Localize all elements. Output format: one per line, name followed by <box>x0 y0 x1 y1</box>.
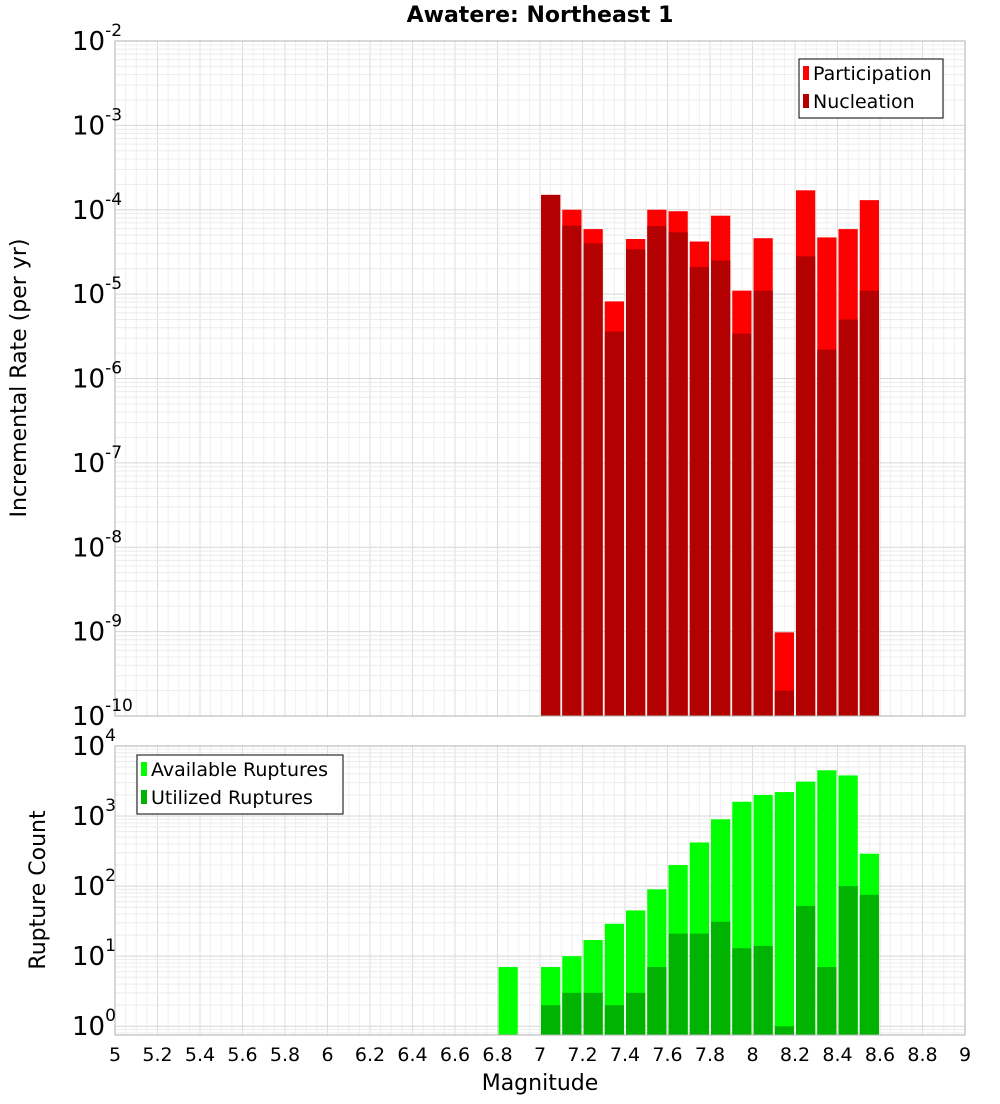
bar-utilized-ruptures <box>796 906 816 1035</box>
panel-1: 100 101 102 103 104 5 5.2 5.4 5.6 5.8 6 6.2 6.4 6.6 6.… <box>72 726 971 1066</box>
bar-nucleation <box>647 226 667 716</box>
x-tick-label: 6.8 <box>482 1044 512 1066</box>
bar-utilized-ruptures <box>541 1005 561 1035</box>
y-tick-label: 10-6 <box>72 359 122 395</box>
y-tick-label: 10-7 <box>72 443 122 479</box>
y-tick-label: 10-9 <box>72 612 122 648</box>
bar-utilized-ruptures <box>817 967 837 1035</box>
legend-label: Participation <box>813 63 932 85</box>
plot-frame <box>114 40 966 717</box>
bar-utilized-ruptures <box>689 933 709 1035</box>
bar-available-ruptures <box>774 792 794 1035</box>
x-tick-label: 5.2 <box>142 1044 172 1066</box>
x-tick-label: 8.8 <box>907 1044 937 1066</box>
legend-label: Utilized Ruptures <box>151 787 313 809</box>
bar-nucleation <box>732 333 752 716</box>
legend-swatch <box>141 790 147 804</box>
x-tick-label: 8.2 <box>780 1044 810 1066</box>
x-tick-label: 9 <box>959 1044 971 1066</box>
bar-utilized-ruptures <box>647 967 667 1035</box>
bar-available-ruptures <box>498 967 518 1035</box>
x-tick-label: 8 <box>746 1044 758 1066</box>
bar-nucleation <box>774 690 794 716</box>
y-tick-label: 10-2 <box>72 21 122 57</box>
legend-swatch <box>803 66 809 80</box>
bar-nucleation <box>668 232 688 716</box>
legend-swatch <box>141 762 147 776</box>
x-axis-label: Magnitude <box>482 1071 599 1096</box>
x-tick-label: 5.6 <box>227 1044 257 1066</box>
x-tick-label: 5 <box>109 1044 121 1066</box>
legend-swatch <box>803 94 809 108</box>
x-tick-label: 7.8 <box>695 1044 725 1066</box>
y-tick-label: 10-4 <box>72 190 122 226</box>
legend-label: Nucleation <box>813 91 915 113</box>
x-tick-label: 7.6 <box>652 1044 682 1066</box>
bar-utilized-ruptures <box>604 1005 624 1035</box>
bar-utilized-ruptures <box>711 921 731 1035</box>
bar-nucleation <box>796 256 816 716</box>
y-tick-label: 10-5 <box>72 274 122 310</box>
x-tick-label: 8.6 <box>865 1044 895 1066</box>
x-tick-label: 6.2 <box>355 1044 385 1066</box>
bar-nucleation <box>583 243 603 717</box>
y-tick-label: 102 <box>72 866 116 902</box>
bar-nucleation <box>562 225 582 716</box>
bar-nucleation <box>753 290 773 716</box>
plot-frame <box>114 745 966 1036</box>
bar-nucleation <box>626 249 646 716</box>
bar-utilized-ruptures <box>774 1026 794 1035</box>
y-tick-label: 103 <box>72 796 116 832</box>
x-tick-label: 8.4 <box>822 1044 852 1066</box>
bar-nucleation <box>838 319 858 716</box>
bar-utilized-ruptures <box>732 948 752 1035</box>
x-tick-label: 6.4 <box>397 1044 427 1066</box>
x-tick-label: 7.2 <box>567 1044 597 1066</box>
x-tick-label: 7 <box>534 1044 546 1066</box>
x-tick-label: 5.8 <box>270 1044 300 1066</box>
x-tick-label: 6 <box>321 1044 333 1066</box>
bar-nucleation <box>541 194 561 716</box>
bar-nucleation <box>604 331 624 716</box>
legend-label: Available Ruptures <box>151 759 328 781</box>
x-tick-label: 7.4 <box>610 1044 640 1066</box>
bar-utilized-ruptures <box>859 894 879 1035</box>
bar-utilized-ruptures <box>626 992 646 1035</box>
y-tick-label: 101 <box>72 936 116 972</box>
y-tick-label: 100 <box>72 1006 116 1042</box>
x-tick-label: 6.6 <box>440 1044 470 1066</box>
x-tick-label: 5.4 <box>185 1044 215 1066</box>
bar-nucleation <box>711 260 731 716</box>
y-tick-label: 10-3 <box>72 105 122 141</box>
y-tick-label: 10-8 <box>72 527 122 563</box>
bar-utilized-ruptures <box>583 992 603 1035</box>
top-y-axis-label: Incremental Rate (per yr) <box>7 239 32 518</box>
legend-box <box>136 754 344 815</box>
y-tick-label: 10-10 <box>72 696 133 732</box>
chart-title: Awatere: Northeast 1 <box>407 3 674 28</box>
bar-nucleation <box>817 349 837 716</box>
bottom-y-axis-label: Rupture Count <box>26 810 51 970</box>
bar-utilized-ruptures <box>753 945 773 1035</box>
bar-nucleation <box>689 266 709 716</box>
legend-box <box>798 58 944 119</box>
bar-utilized-ruptures <box>562 992 582 1035</box>
bar-nucleation <box>859 290 879 716</box>
bar-utilized-ruptures <box>838 886 858 1035</box>
y-tick-label: 104 <box>72 726 116 762</box>
panel-0: 10-10 10-9 10-8 10-7 10-6 10-5 10-4 10-3 10-2 Par… <box>72 21 966 732</box>
bar-utilized-ruptures <box>668 933 688 1035</box>
